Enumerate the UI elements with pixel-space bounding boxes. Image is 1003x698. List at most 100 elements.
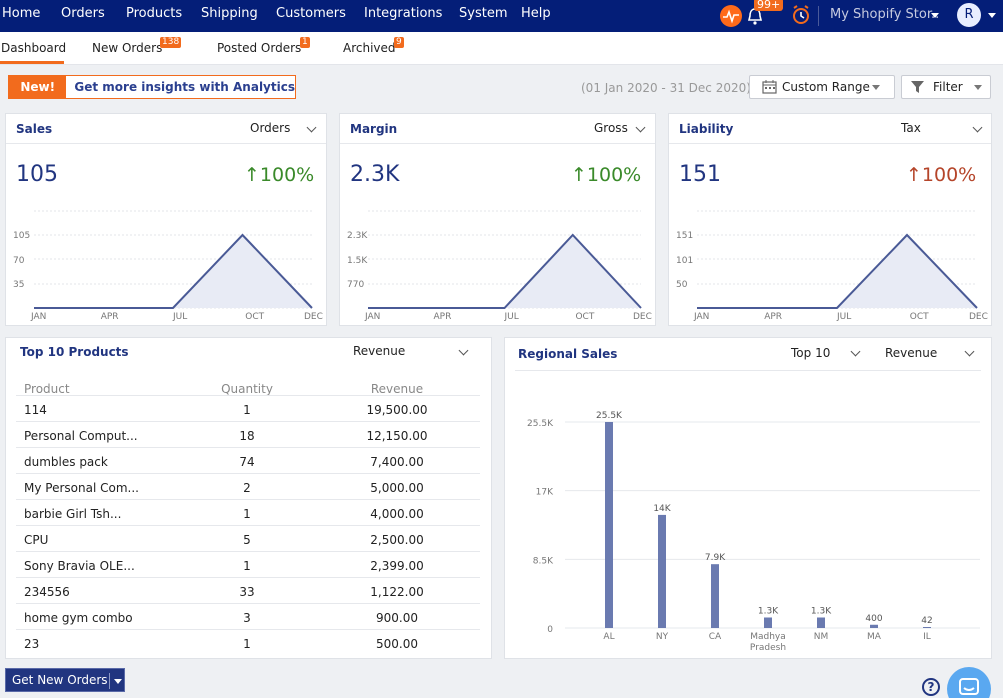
x-tick-label: JUL — [836, 312, 851, 322]
caret-down-icon — [872, 85, 880, 90]
product-quantity: 1 — [243, 403, 251, 417]
metric-select[interactable]: Orders — [250, 121, 291, 135]
divider — [515, 370, 981, 371]
arrow-up-icon: ↑ — [244, 164, 260, 186]
active-tab-indicator — [0, 61, 64, 64]
trend-line — [34, 233, 313, 309]
top-n-select[interactable]: Top 10 — [791, 346, 831, 360]
x-tick-label: APR — [434, 312, 452, 322]
tab-new-orders[interactable]: New Orders — [92, 41, 163, 55]
get-new-orders-label: Get New Orders — [12, 673, 108, 687]
nav-orders[interactable]: Orders — [61, 6, 105, 21]
tab-badge: 1 — [300, 37, 310, 48]
product-name: barbie Girl Tsh... — [24, 507, 122, 521]
col-product: Product — [24, 382, 70, 396]
caret-down-icon[interactable] — [114, 679, 122, 684]
nav-help[interactable]: Help — [521, 6, 551, 21]
y-tick-label: 1.5K — [347, 256, 368, 266]
nav-customers[interactable]: Customers — [276, 6, 346, 21]
product-name: 23 — [24, 637, 40, 651]
trend-line — [368, 233, 642, 309]
change-percent: ↑100% — [906, 164, 976, 186]
chevron-down-icon[interactable] — [458, 345, 469, 356]
table-row[interactable]: 114 1 19,500.00 — [16, 395, 480, 421]
data-label: 42 — [921, 616, 932, 626]
product-quantity: 1 — [243, 637, 251, 651]
caret-down-icon[interactable] — [931, 13, 939, 18]
nav-system[interactable]: System — [459, 6, 508, 21]
tab-archived[interactable]: Archived — [343, 41, 396, 55]
y-tick-label: 2.3K — [347, 231, 368, 241]
table-row[interactable]: CPU 5 2,500.00 — [16, 525, 480, 551]
chevron-down-icon[interactable] — [635, 122, 646, 133]
divider — [340, 143, 655, 144]
table-row[interactable]: Personal Comput... 18 12,150.00 — [16, 421, 480, 447]
tab-posted-orders[interactable]: Posted Orders — [217, 41, 302, 55]
help-icon[interactable]: ? — [922, 678, 940, 696]
bar — [711, 564, 719, 628]
table-row[interactable]: home gym combo 3 900.00 — [16, 603, 480, 629]
arrow-up-icon: ↑ — [906, 164, 922, 186]
filter-button[interactable]: Filter — [901, 75, 991, 99]
product-name: CPU — [24, 533, 49, 547]
nav-integrations[interactable]: Integrations — [364, 6, 443, 21]
banner-text[interactable]: Get more insights with Analytics — [74, 80, 295, 94]
tab-badge: 9 — [394, 37, 404, 48]
regional-sales-chart: 0 8.5K 17K 25.5K 25.5K AL 14K NY 7.9K CA 1.3K Madhy… — [527, 411, 980, 653]
regional-metric-select[interactable]: Revenue — [885, 346, 938, 360]
metric-select[interactable]: Gross — [594, 121, 628, 135]
y-tick-label: 8.5K — [533, 556, 554, 566]
x-tick-label: JAN — [364, 312, 380, 322]
divider — [669, 143, 991, 144]
caret-down-icon[interactable] — [988, 13, 996, 18]
bar — [923, 627, 931, 628]
table-row[interactable]: 23 1 500.00 — [16, 629, 480, 655]
nav-shipping[interactable]: Shipping — [201, 6, 258, 21]
x-tick-label: CA — [709, 632, 722, 642]
card-title: Margin — [350, 122, 398, 136]
bar — [817, 617, 825, 628]
tab-bar: Dashboard New Orders 138 Posted Orders 1… — [0, 32, 1003, 65]
y-tick-label: 101 — [676, 256, 693, 266]
col-quantity: Quantity — [221, 382, 273, 396]
chat-icon[interactable] — [947, 667, 991, 698]
chevron-down-icon[interactable] — [850, 346, 861, 357]
tab-dashboard[interactable]: Dashboard — [1, 41, 67, 55]
y-tick-label: 35 — [13, 280, 24, 290]
custom-range-button[interactable]: Custom Range — [749, 75, 895, 99]
table-row[interactable]: My Personal Com... 2 5,000.00 — [16, 473, 480, 499]
x-tick-label: Pradesh — [750, 643, 786, 653]
avatar[interactable]: R — [957, 3, 981, 27]
alarm-clock-icon[interactable] — [791, 5, 811, 25]
chevron-down-icon[interactable] — [964, 346, 975, 357]
store-selector[interactable]: My Shopify Stor.. — [830, 7, 940, 22]
nav-products[interactable]: Products — [126, 6, 183, 21]
chevron-down-icon[interactable] — [972, 122, 983, 133]
product-name: 234556 — [24, 585, 70, 599]
trend-area — [173, 235, 312, 308]
metric-value: 151 — [679, 162, 721, 187]
product-name: Personal Comput... — [24, 429, 138, 443]
table-row[interactable]: Sony Bravia OLE... 1 2,399.00 — [16, 551, 480, 577]
nav-home[interactable]: Home — [2, 6, 41, 21]
metric-select[interactable]: Tax — [901, 121, 921, 135]
product-quantity: 33 — [239, 585, 255, 599]
change-value: 100% — [586, 164, 642, 186]
filter-label: Filter — [933, 80, 963, 94]
x-tick-label: JUL — [504, 312, 519, 322]
funnel-icon — [910, 80, 925, 94]
product-revenue: 5,000.00 — [370, 481, 424, 495]
product-revenue: 2,500.00 — [370, 533, 424, 547]
top-products-select[interactable]: Revenue — [353, 344, 406, 358]
chevron-down-icon[interactable] — [306, 122, 317, 133]
table-row[interactable]: 234556 33 1,122.00 — [16, 577, 480, 603]
bar — [605, 422, 613, 628]
activity-icon[interactable] — [720, 5, 742, 27]
get-new-orders-button[interactable]: Get New Orders — [5, 668, 125, 692]
analytics-banner[interactable]: New! Get more insights with Analytics — [8, 75, 296, 99]
table-row[interactable]: dumbles pack 74 7,400.00 — [16, 447, 480, 473]
y-tick-label: 151 — [676, 231, 693, 241]
table-row[interactable]: barbie Girl Tsh... 1 4,000.00 — [16, 499, 480, 525]
y-tick-label: 770 — [347, 280, 364, 290]
y-tick-label: 105 — [13, 231, 30, 241]
